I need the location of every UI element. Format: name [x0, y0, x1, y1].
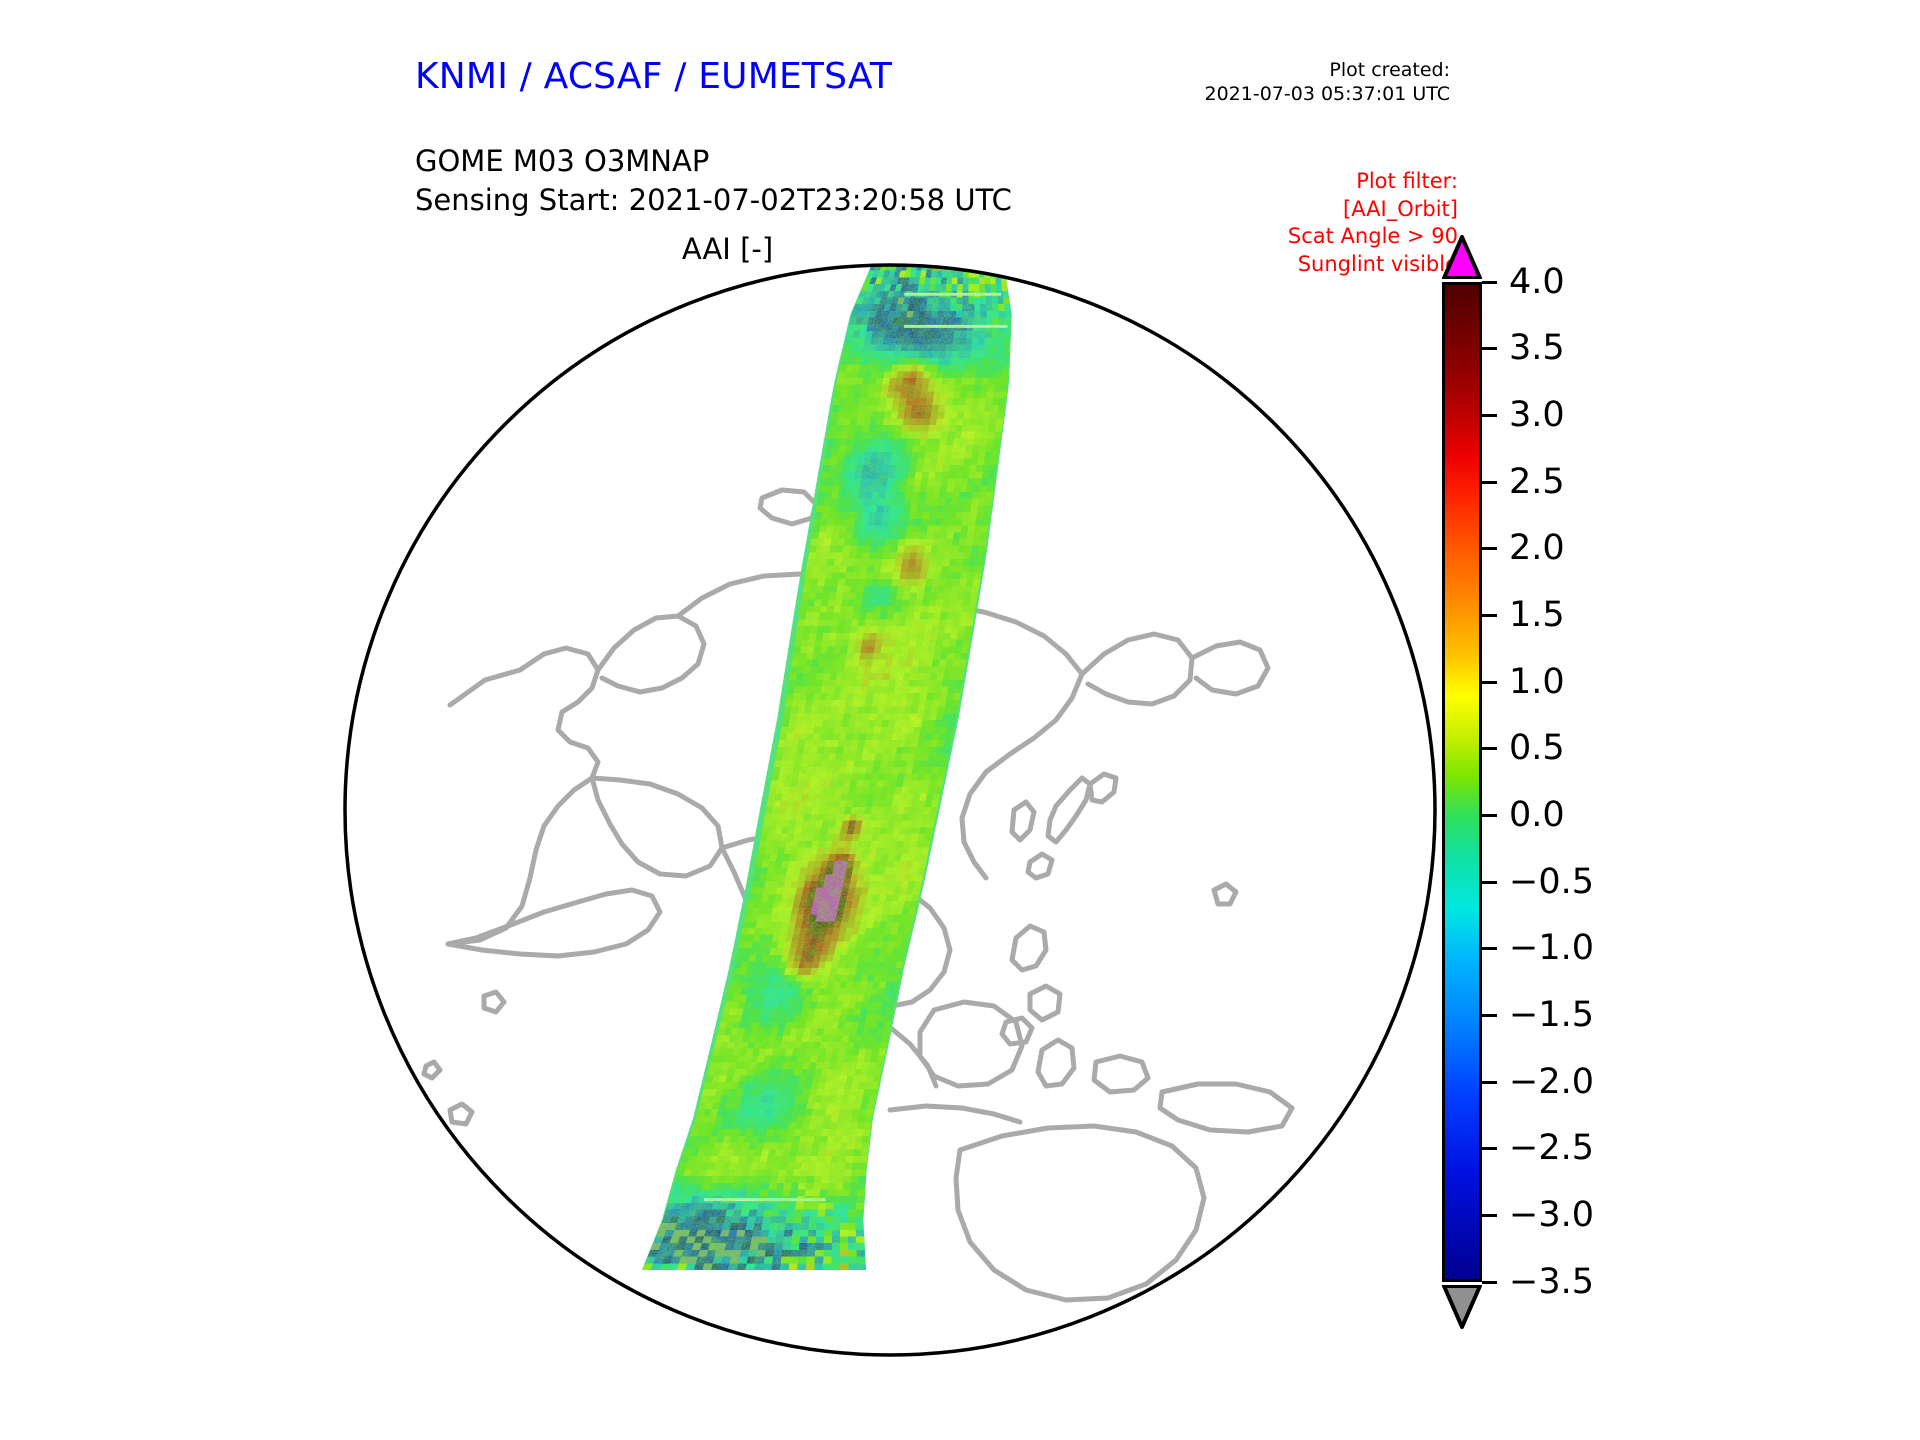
- globe-outline: [343, 263, 1437, 1357]
- colorbar-tick-label: 3.0: [1509, 394, 1565, 435]
- colorbar-tick-label: −1.0: [1509, 928, 1594, 969]
- plot-created-block: Plot created: 2021-07-03 05:37:01 UTC: [1205, 58, 1451, 107]
- colorbar-tick-label: 3.5: [1509, 328, 1565, 369]
- map-panel: [330, 250, 1450, 1370]
- colorbar-over-range-arrow: [1442, 235, 1482, 279]
- colorbar-tick-line: [1482, 280, 1497, 284]
- colorbar-tick-line: [1482, 347, 1497, 351]
- colorbar-tick-line: [1482, 947, 1497, 951]
- sensing-start: Sensing Start: 2021-07-02T23:20:58 UTC: [415, 182, 1012, 217]
- colorbar-tick-line: [1482, 613, 1497, 617]
- colorbar-tick-line: [1482, 747, 1497, 751]
- colorbar-tick-label: 4.0: [1509, 261, 1565, 302]
- colorbar-tick-label: 2.5: [1509, 461, 1565, 502]
- colorbar-tick-line: [1482, 1280, 1497, 1284]
- plot-created-label: Plot created:: [1329, 59, 1450, 81]
- colorbar-tick-label: −2.5: [1509, 1128, 1594, 1169]
- colorbar-tick-label: −2.0: [1509, 1061, 1594, 1102]
- plot-filter-sunglint: Sunglint visible: [1297, 251, 1458, 276]
- globe-map: [343, 263, 1437, 1357]
- plot-created-timestamp: 2021-07-03 05:37:01 UTC: [1204, 83, 1451, 106]
- plot-filter-scat-angle: Scat Angle > 90: [1287, 224, 1458, 248]
- colorbar-tick-label: −3.0: [1509, 1194, 1594, 1235]
- colorbar-tick-line: [1482, 1013, 1497, 1017]
- colorbar-tick-line: [1482, 680, 1497, 684]
- colorbar-tick-label: 0.0: [1509, 794, 1565, 835]
- colorbar-tick-label: 2.0: [1509, 528, 1565, 569]
- colorbar-tick-line: [1482, 413, 1497, 417]
- organisation-title: KNMI / ACSAF / EUMETSAT: [415, 56, 893, 97]
- colorbar-tick-line: [1482, 1213, 1497, 1217]
- colorbar-ticks: 4.0 3.5 3.0 2.5 2.0 1.5 1.0 0.5 0.0 −0.5 −1.0 −1.5 −…: [1482, 264, 1662, 1299]
- colorbar-tick-line: [1482, 1147, 1497, 1151]
- colorbar-tick-label: −0.5: [1509, 861, 1594, 902]
- colorbar-tick-line: [1482, 547, 1497, 551]
- colorbar-tick-line: [1482, 1080, 1497, 1084]
- plot-filter-block: Plot filter: [AAI_Orbit] Scat Angle > 90…: [1288, 168, 1458, 278]
- colorbar-tick-line: [1482, 813, 1497, 817]
- quantity-title: AAI [-]: [681, 232, 774, 266]
- plot-filter-variable: [AAI_Orbit]: [1343, 196, 1458, 221]
- product-info-block: GOME M03 O3MNAP Sensing Start: 2021-07-0…: [415, 142, 1012, 220]
- colorbar-tick-label: −3.5: [1509, 1261, 1594, 1302]
- colorbar-tick-line: [1482, 480, 1497, 484]
- colorbar-tick-label: 1.0: [1509, 661, 1565, 702]
- colorbar-tick-label: 1.5: [1509, 594, 1565, 635]
- colorbar-tick-line: [1482, 880, 1497, 884]
- product-name: GOME M03 O3MNAP: [415, 144, 710, 178]
- colorbar-tick-label: −1.5: [1509, 994, 1594, 1035]
- colorbar-tick-label: 0.5: [1509, 728, 1565, 769]
- colorbar-gradient: [1442, 282, 1482, 1282]
- colorbar-under-range-arrow: [1442, 1285, 1482, 1329]
- colorbar: 4.0 3.5 3.0 2.5 2.0 1.5 1.0 0.5 0.0 −0.5 −1.0 −1.5 −…: [1442, 235, 1594, 1329]
- plot-filter-label: Plot filter:: [1356, 169, 1458, 193]
